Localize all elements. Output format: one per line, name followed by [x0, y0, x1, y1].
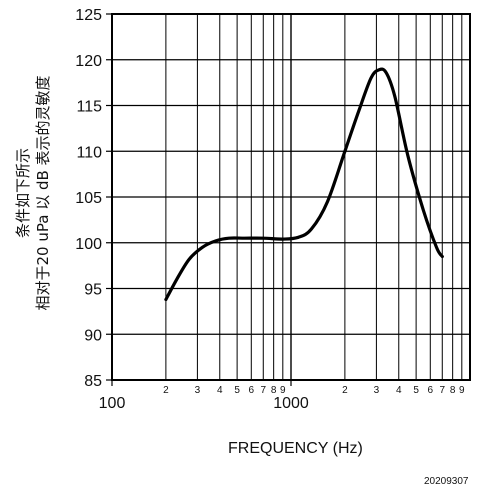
- x-minor-tick-label: 6: [428, 385, 434, 396]
- x-minor-tick-label: 5: [234, 385, 240, 396]
- y-tick-label: 100: [75, 236, 102, 253]
- x-minor-tick-label: 3: [374, 385, 380, 396]
- x-minor-tick-label: 2: [342, 385, 348, 396]
- x-minor-tick-label: 4: [396, 385, 402, 396]
- x-minor-tick-label: 7: [439, 385, 445, 396]
- series-line: [164, 67, 444, 302]
- y-axis-label-line-1: 条件如下所示: [14, 147, 32, 239]
- y-tick-label: 110: [76, 144, 102, 161]
- y-tick-label: 120: [75, 53, 102, 70]
- y-tick-label: 105: [75, 190, 102, 207]
- x-major-tick-label: 1000: [273, 395, 309, 412]
- x-minor-tick-label: 8: [271, 385, 277, 396]
- x-minor-tick-label: 3: [195, 385, 201, 396]
- y-axis-label-line-2: 相对于20 uPa 以 dB 表示的灵敏度: [34, 75, 52, 311]
- figure-code: 20209307: [424, 476, 469, 487]
- x-axis-label: FREQUENCY (Hz): [228, 440, 363, 457]
- plot-frame: [111, 13, 471, 381]
- y-tick-label: 115: [76, 99, 102, 116]
- series-group: [164, 67, 444, 302]
- y-tick-labels: 85 90 95 100 105 110 115 120 125: [75, 7, 102, 390]
- x-minor-tick-label: 2: [163, 385, 169, 396]
- x-minor-tick-label: 9: [280, 385, 286, 396]
- x-minor-tick-label: 5: [413, 385, 419, 396]
- y-tick-label: 95: [84, 282, 102, 299]
- x-minor-tick-label: 8: [450, 385, 456, 396]
- y-axis-label: 条件如下所示 相对于20 uPa 以 dB 表示的灵敏度: [8, 8, 58, 378]
- x-minor-tick-label: 9: [459, 385, 465, 396]
- y-tick-label: 125: [75, 7, 102, 24]
- x-minor-tick-label: 6: [249, 385, 255, 396]
- x-minor-tick-label: 7: [260, 385, 266, 396]
- y-tick-label: 85: [84, 373, 102, 390]
- grid-lines: [106, 13, 470, 386]
- x-major-tick-label: 100: [99, 395, 126, 412]
- y-tick-label: 90: [84, 327, 102, 344]
- x-minor-tick-label: 4: [217, 385, 223, 396]
